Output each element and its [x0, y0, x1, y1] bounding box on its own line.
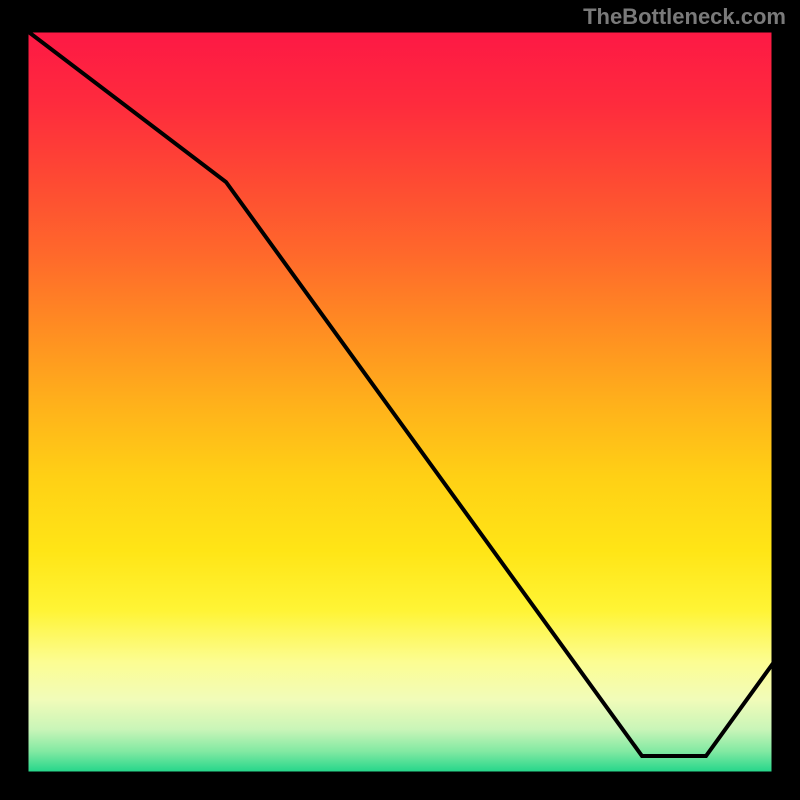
plot-gradient: [26, 30, 774, 774]
chart-svg: TheBottleneck.com: [0, 0, 800, 800]
watermark: TheBottleneck.com: [583, 4, 786, 29]
bottleneck-chart: TheBottleneck.com: [0, 0, 800, 800]
